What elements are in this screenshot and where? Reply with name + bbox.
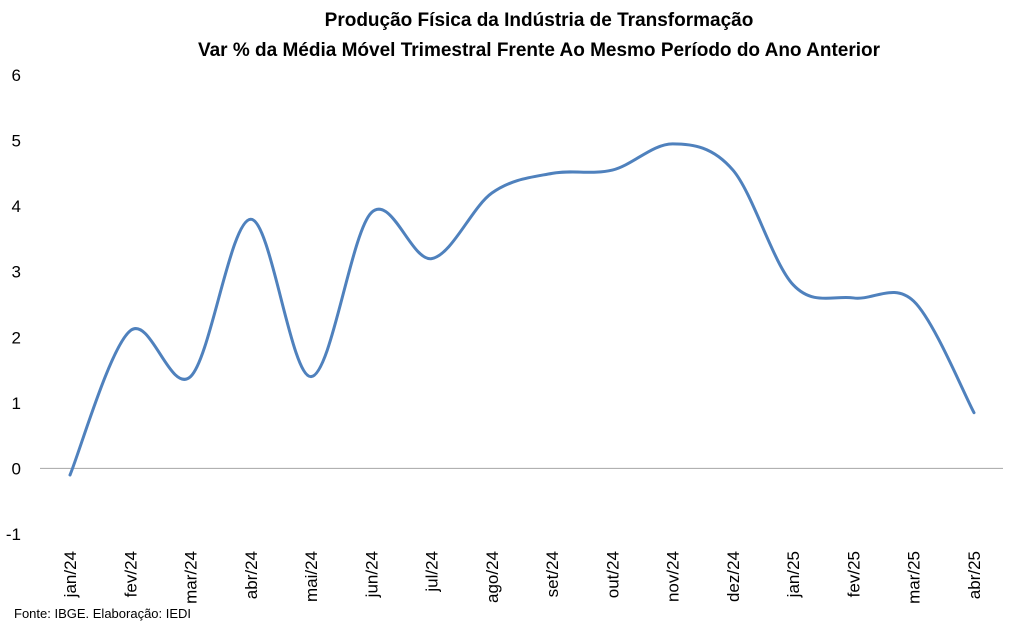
x-tick-label: mar/24 (182, 551, 201, 604)
y-axis-ticks: -1 0 1 2 3 4 5 6 (6, 66, 21, 544)
chart-title: Produção Física da Indústria de Transfor… (325, 10, 754, 31)
x-tick-label: jun/24 (362, 551, 381, 598)
x-tick-label: jan/24 (61, 551, 80, 598)
x-tick-label: fev/24 (121, 551, 140, 597)
source-note: Fonte: IBGE. Elaboração: IEDI (14, 606, 192, 621)
series-line (68, 142, 976, 477)
x-tick-label: abr/25 (965, 551, 984, 599)
x-tick-label: out/24 (603, 551, 622, 598)
x-tick-label: jan/25 (784, 551, 803, 598)
x-tick-label: mai/24 (302, 551, 321, 602)
chart-subtitle: Var % da Média Móvel Trimestral Frente A… (198, 40, 881, 61)
y-tick-label: 0 (12, 459, 21, 478)
x-tick-label: mar/25 (905, 551, 924, 604)
y-tick-label: 6 (12, 66, 21, 85)
x-axis-ticks: jan/24 fev/24 mar/24 abr/24 mai/24 jun/24 jul/… (61, 551, 984, 604)
x-tick-label: set/24 (543, 551, 562, 597)
y-tick-label: 3 (12, 263, 21, 282)
x-tick-label: dez/24 (724, 551, 743, 602)
x-tick-label: nov/24 (664, 551, 683, 602)
y-tick-label: 4 (12, 197, 21, 216)
y-tick-label: 2 (12, 328, 21, 347)
x-tick-label: abr/24 (242, 551, 261, 599)
x-tick-label: fev/25 (844, 551, 863, 597)
x-tick-label: jul/24 (423, 551, 442, 593)
y-tick-label: 5 (12, 132, 21, 151)
y-tick-label: 1 (12, 394, 21, 413)
x-tick-label: ago/24 (483, 551, 502, 603)
y-tick-label: -1 (6, 525, 21, 544)
